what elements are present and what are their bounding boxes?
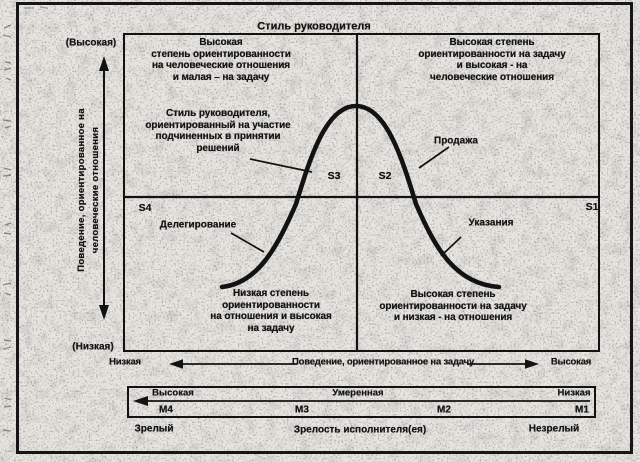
zone-label-s4: S4 — [138, 201, 152, 214]
style-note-telling: Указания — [468, 217, 514, 229]
maturity-level-m4: М4 — [159, 404, 173, 416]
x-axis-high-label: Высокая — [550, 356, 592, 368]
maturity-scale-label-low: Низкая — [557, 387, 591, 399]
maturity-mature-label: Зрелый — [134, 423, 174, 435]
maturity-scale-label-moderate: Умеренная — [332, 387, 384, 399]
maturity-level-m2: М2 — [437, 404, 451, 416]
y-axis-high-label: (Высокая) — [65, 37, 117, 49]
maturity-level-m1: М1 — [575, 404, 589, 416]
x-axis-label: Поведение, ориентированное на задачу — [291, 356, 475, 368]
y-axis-label: Поведение, ориентированное на человеческ… — [76, 108, 101, 272]
zone-label-s3: S3 — [327, 169, 341, 182]
x-axis-low-label: Низкая — [109, 356, 141, 368]
maturity-immature-label: Незрелый — [528, 423, 580, 435]
quadrant-desc-upper-right: Высокая степень ориентированности на зад… — [418, 37, 566, 83]
quadrant-desc-upper-left: Высокая степень ориентированности на чел… — [151, 37, 291, 83]
maturity-scale-label-high: Высокая — [152, 387, 194, 399]
zone-label-s1: S1 — [585, 200, 599, 213]
quadrant-desc-lower-left: Низкая степень ориентированности на отно… — [210, 288, 332, 334]
quadrant-desc-lower-right: Высокая степень ориентированности на зад… — [379, 289, 527, 323]
y-axis-low-label: (Низкая) — [72, 341, 114, 353]
diagram-title: Стиль руководителя — [257, 20, 371, 33]
style-note-selling: Продажа — [434, 135, 478, 147]
style-note-participation: Стиль руководителя, ориентированный на у… — [145, 108, 291, 154]
maturity-caption: Зрелость исполнителя(ея) — [293, 424, 427, 436]
style-note-delegating: Делегирование — [159, 219, 237, 231]
maturity-level-m3: М3 — [295, 404, 309, 416]
zone-label-s2: S2 — [378, 169, 392, 182]
